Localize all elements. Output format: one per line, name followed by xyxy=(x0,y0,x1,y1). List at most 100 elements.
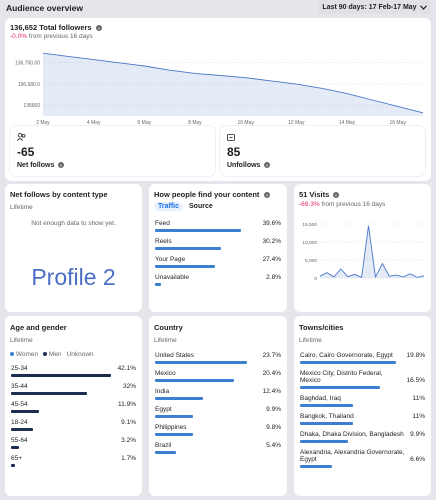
bar xyxy=(11,374,111,377)
date-range-dropdown[interactable]: Last 90 days: 17 Feb-17 May xyxy=(318,0,431,14)
value-label: 20.4% xyxy=(262,370,281,377)
bar-row: Mexico City, Distrito Federal, Mexico 16.… xyxy=(300,370,425,389)
bar-label-row: 65+ 1.7% xyxy=(11,455,136,462)
towns-card: Towns/cities Lifetime Cairo, Cairo Gover… xyxy=(294,316,431,496)
bar-label-row: Feed 39.6% xyxy=(155,220,281,227)
y-tick-label: 136,680.0 xyxy=(18,82,40,88)
net-follows-card: -65 Net follows xyxy=(10,126,215,176)
info-icon[interactable] xyxy=(58,162,65,169)
content-type-card: Net follows by content type Lifetime Not… xyxy=(5,184,142,312)
discovery-card: How people find your content Traffic Sou… xyxy=(149,184,287,312)
bar xyxy=(300,386,380,389)
visits-change: -69.3% xyxy=(299,201,320,208)
value-label: 39.6% xyxy=(262,220,281,227)
value-label: 42.1% xyxy=(117,365,136,372)
bar-row: Alexandria, Alexandria Governorate, Egyp… xyxy=(300,449,425,468)
bar xyxy=(11,464,15,467)
legend-item: Unknown xyxy=(66,351,94,358)
bar-list: United States 23.7% Mexico 20.4% India 12.4% E… xyxy=(155,352,281,460)
bar-label-row: Mexico City, Distrito Federal, Mexico 16.… xyxy=(300,370,425,384)
followers-chart: 136,700.00 136,680.0 136660 2 May 4 May 6 May… xyxy=(15,52,424,126)
bar-label-row: 45-54 11.9% xyxy=(11,401,136,408)
bar-row: Brazil 5.4% xyxy=(155,442,281,454)
bar-label-row: Reels 30.2% xyxy=(155,238,281,245)
category-label: 25-34 xyxy=(11,365,28,372)
net-follows-value: -65 xyxy=(17,145,35,159)
unfollows-card: 85 Unfollows xyxy=(220,126,425,176)
unfollows-label: Unfollows xyxy=(227,162,261,169)
bar-row: Cairo, Cairo Governorate, Egypt 19.8% xyxy=(300,352,425,364)
bar-row: Mexico 20.4% xyxy=(155,370,281,382)
bar-row: 35-44 32% xyxy=(11,383,136,395)
period: Lifetime xyxy=(10,337,33,344)
value-label: 11% xyxy=(412,395,425,402)
bar xyxy=(300,440,348,443)
tab-active[interactable]: Traffic xyxy=(154,202,184,211)
info-icon[interactable] xyxy=(95,25,102,32)
bar-row: India 12.4% xyxy=(155,388,281,400)
info-icon[interactable] xyxy=(333,192,340,199)
unfollow-icon xyxy=(227,134,235,141)
bar-row: Your Page 27.4% xyxy=(155,256,281,268)
bar xyxy=(300,422,354,425)
bar-row: 65+ 1.7% xyxy=(11,455,136,467)
bar-label-row: Mexico 20.4% xyxy=(155,370,281,377)
category-label: 45-54 xyxy=(11,401,28,408)
category-label: Egypt xyxy=(155,406,172,413)
category-label: Reels xyxy=(155,238,172,245)
x-tick-label: 2 May xyxy=(36,120,50,126)
bar-list: Cairo, Cairo Governorate, Egypt 19.8% Mexi… xyxy=(300,352,425,474)
category-label: Unavailable xyxy=(155,274,189,281)
x-tick-label: 12 May xyxy=(288,120,305,126)
category-label: Mexico xyxy=(155,370,176,377)
x-tick-label: 6 May xyxy=(138,120,152,126)
info-icon[interactable] xyxy=(264,162,271,169)
watermark: Profile 2 xyxy=(31,264,116,290)
tabs: Traffic Source xyxy=(154,202,215,211)
bar-row: Reels 30.2% xyxy=(155,238,281,250)
category-label: Mexico City, Distrito Federal, Mexico xyxy=(300,370,383,384)
visits-change-text: from previous 16 days xyxy=(321,201,386,208)
value-label: 27.4% xyxy=(262,256,281,263)
bar-row: Philippines 9.8% xyxy=(155,424,281,436)
bar-list: Feed 39.6% Reels 30.2% Your Page 27.4% Unavail… xyxy=(155,220,281,292)
value-label: 9.9% xyxy=(410,431,425,438)
category-label: United States xyxy=(155,352,195,359)
legend-item: Men xyxy=(43,351,62,358)
bar-label-row: Baghdad, Iraq 11% xyxy=(300,395,425,402)
y-tick-label: 0 xyxy=(314,276,317,282)
category-label: Cairo, Cairo Governorate, Egypt xyxy=(300,352,393,359)
age-gender-card: Age and gender Lifetime Women Men Unknow… xyxy=(5,316,142,496)
tab[interactable]: Source xyxy=(189,203,213,210)
chevron xyxy=(419,4,427,10)
followers-label: Total followers xyxy=(39,23,92,32)
bar xyxy=(300,361,396,364)
info-icon[interactable] xyxy=(263,192,270,199)
value-label: 23.7% xyxy=(262,352,281,359)
bar-label-row: Bangkok, Thailand 11% xyxy=(300,413,425,420)
y-tick-label: 136660 xyxy=(23,103,40,109)
card-title: Towns/cities xyxy=(299,323,344,332)
value-label: 16.5% xyxy=(406,377,425,384)
x-tick-label: 16 May xyxy=(389,120,406,126)
bar-label-row: Philippines 9.8% xyxy=(155,424,281,431)
value-label: 9.1% xyxy=(121,419,136,426)
bar-label-row: Cairo, Cairo Governorate, Egypt 19.8% xyxy=(300,352,425,359)
category-label: 65+ xyxy=(11,455,23,462)
y-tick-label: 10,000 xyxy=(302,240,317,246)
card-title: Age and gender xyxy=(10,323,67,332)
bar xyxy=(11,446,19,449)
bar-label-row: Your Page 27.4% xyxy=(155,256,281,263)
category-label: Bangkok, Thailand xyxy=(300,413,354,420)
bar xyxy=(155,361,247,364)
value-label: 19.8% xyxy=(406,352,425,359)
bar xyxy=(300,465,332,468)
bar-row: 25-34 42.1% xyxy=(11,365,136,377)
card-title: Net follows by content type xyxy=(10,190,108,199)
y-tick-label: 5,000 xyxy=(305,258,317,264)
value-label: 12.4% xyxy=(262,388,281,395)
bar-label-row: 25-34 42.1% xyxy=(11,365,136,372)
value-label: 32% xyxy=(122,383,136,390)
category-label: Feed xyxy=(155,220,170,227)
legend-label: Women xyxy=(15,351,39,358)
